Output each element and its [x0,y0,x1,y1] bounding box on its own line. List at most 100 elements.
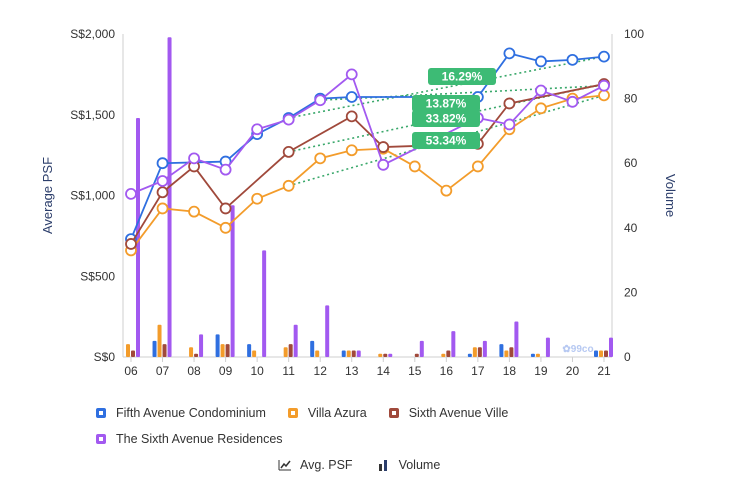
psf-point [314,94,327,107]
psf-point [503,118,516,131]
right-axis-tick-label: 80 [624,92,638,106]
chart-mode-toggles: Avg. PSF Volume [278,458,464,472]
volume-bar [315,350,320,357]
psf-point [282,113,295,126]
psf-point [282,179,295,192]
psf-point [345,68,358,81]
volume-bar [477,347,482,357]
volume-bar [383,353,388,357]
trend-badge [412,132,480,149]
volume-bar [194,353,199,357]
volume-bar [499,344,504,357]
trend-badge [412,110,480,127]
right-axis-title: Volume [663,174,678,217]
volume-bar [167,37,172,357]
legend-row-1: Fifth Avenue Condominium Villa Azura Six… [96,400,656,426]
psf-point [345,110,358,123]
volume-bar [199,334,204,357]
volume-bar [514,321,519,357]
psf-point [219,221,232,234]
legend-item-villa-azura[interactable]: Villa Azura [287,406,367,420]
trend-badge-label: 53.34% [426,134,467,148]
psf-point [535,84,547,97]
psf-point [251,123,264,136]
volume-bar [262,250,267,357]
volume-bar [451,331,456,357]
volume-bar [220,344,225,357]
legend-row-2: The Sixth Avenue Residences [96,426,656,452]
legend-item-sixth-avenue-ville[interactable]: Sixth Avenue Ville [388,406,509,420]
trend-badge-label: 33.82% [426,112,467,126]
x-axis-tick-label: 12 [314,364,328,378]
psf-point [156,202,169,215]
x-axis-tick-label: 09 [219,364,233,378]
x-axis-tick-label: 14 [377,364,391,378]
volume-bar [604,350,608,357]
bar-chart-icon [378,460,387,471]
x-axis-tick-label: 08 [187,364,201,378]
volume-bar [215,334,220,357]
volume-toggle[interactable]: Volume [377,458,440,472]
volume-bar [545,337,550,357]
volume-bar [599,350,603,357]
psf-point [156,175,169,187]
right-axis-tick-label: 60 [624,156,638,170]
x-axis-tick-label: 18 [503,364,517,378]
right-axis-tick-label: 0 [624,350,631,364]
right-axis-tick-label: 40 [624,221,638,235]
legend-label-sixth-avenue-ville: Sixth Avenue Ville [408,406,509,420]
watermark-text: ✿99co [562,344,593,355]
volume-bar [126,344,130,357]
psf-point [219,163,232,176]
right-axis-tick-label: 100 [624,27,644,41]
psf-point [440,184,453,197]
legend-swatch-fifth-avenue [96,408,106,418]
volume-bar [388,353,393,357]
psf-point [125,187,137,200]
volume-bar [351,350,356,357]
psf-point [377,158,390,171]
volume-bar [288,344,293,357]
volume-bar [472,347,477,357]
x-axis-tick-label: 19 [534,364,548,378]
legend-swatch-villa-azura [287,408,298,418]
psf-point [535,102,547,115]
psf-point [377,141,390,153]
left-axis-title: Average PSF [40,157,55,234]
legend-label-sixth-avenue-residences: The Sixth Avenue Residences [116,432,283,446]
volume-bar [346,350,351,357]
series-line [130,83,605,245]
series-line [130,52,605,240]
psf-point [156,157,169,170]
legend-item-fifth-avenue[interactable]: Fifth Avenue Condominium [96,406,266,420]
psf-point [188,205,200,218]
volume-bar [283,347,288,357]
left-axis-tick-label: S$500 [80,269,115,283]
trend-line [288,55,605,119]
psf-point [471,160,484,173]
psf-point [251,192,264,205]
x-axis-tick-label: 06 [124,364,138,378]
x-axis-tick-label: 20 [566,364,580,378]
trend-badge-label: 16.29% [442,70,483,84]
line-chart-icon [278,460,291,471]
x-axis-tick-label: 17 [471,364,485,378]
volume-bar [341,350,346,357]
x-axis-tick-label: 21 [597,364,611,378]
volume-bar [446,350,451,357]
psf-point [566,53,579,66]
volume-bar [225,344,230,357]
psf-point [219,202,232,215]
avg-psf-toggle[interactable]: Avg. PSF [278,458,353,472]
volume-bar [131,350,135,357]
psf-point [345,91,358,103]
legend-item-sixth-avenue-residences[interactable]: The Sixth Avenue Residences [96,432,283,446]
volume-bar [152,340,157,357]
volume-bar [252,350,257,357]
left-axis-tick-label: S$2,000 [70,27,115,41]
psf-point [188,152,200,165]
volume-bar [441,353,446,357]
psf-point [408,160,421,173]
left-axis-tick-label: S$0 [94,350,116,364]
left-axis-tick-label: S$1,500 [70,108,115,122]
